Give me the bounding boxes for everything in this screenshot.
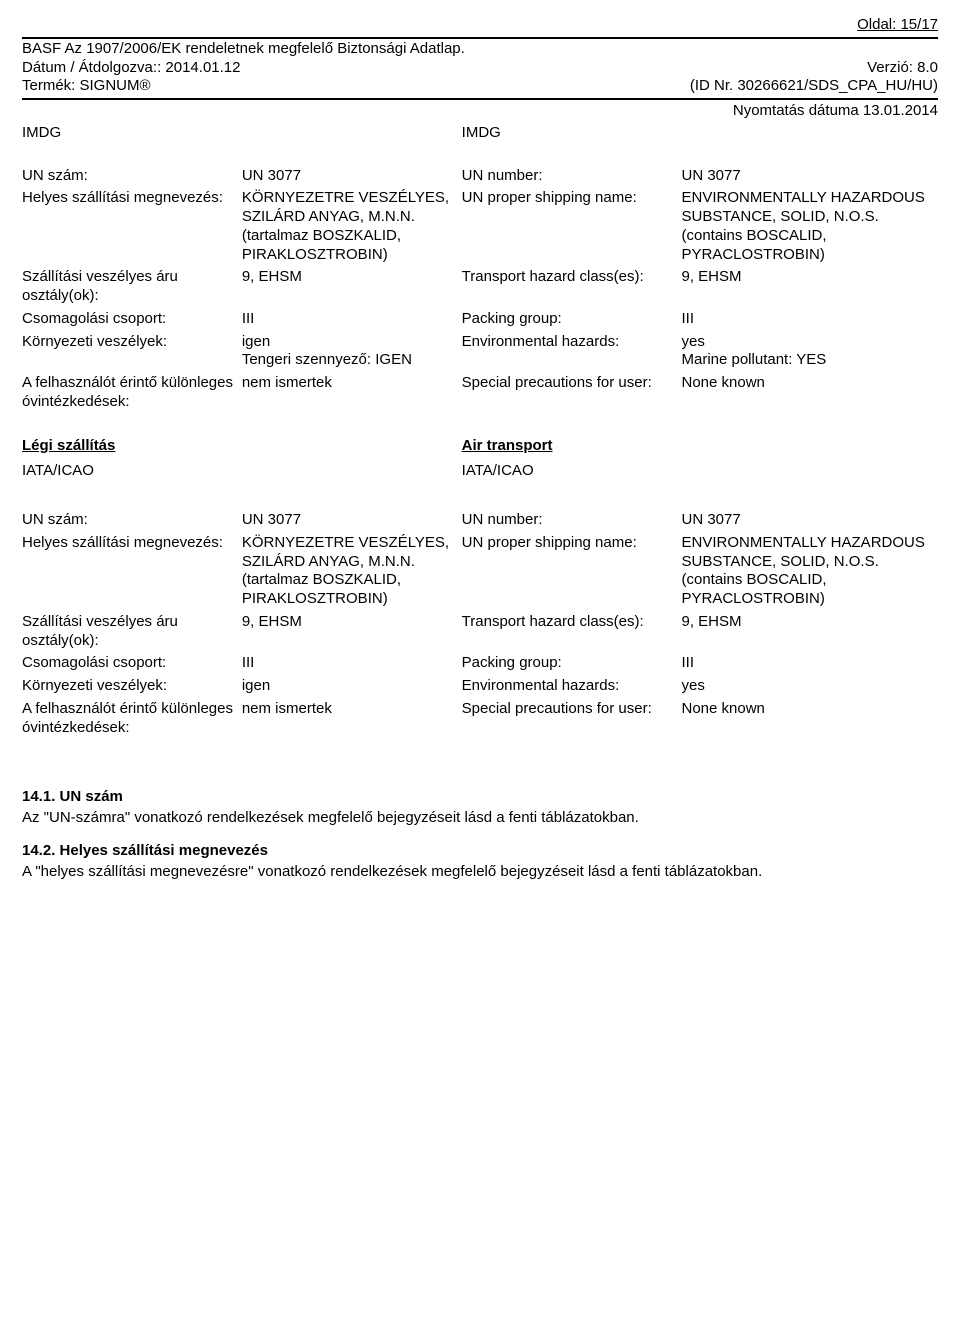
header-id: (ID Nr. 30266621/SDS_CPA_HU/HU): [690, 77, 938, 96]
section-14-1-text: Az "UN-számra" vonatkozó rendelkezések m…: [22, 809, 938, 828]
value-en: None known: [681, 699, 937, 739]
value: 9, EHSM: [242, 612, 462, 652]
section-14-2-text: A "helyes szállítási megnevezésre" vonat…: [22, 863, 938, 882]
label: Helyes szállítási megnevezés:: [22, 188, 242, 265]
label-en: Special precautions for user:: [462, 373, 682, 413]
air-heading-left: Légi szállítás: [22, 437, 462, 456]
value-en: UN 3077: [681, 166, 937, 187]
value: III: [242, 653, 462, 674]
value: nem ismertek: [242, 373, 462, 413]
spacer: [242, 461, 462, 482]
value-en: yes: [681, 676, 937, 697]
label-en: Transport hazard class(es):: [462, 267, 682, 307]
label: Csomagolási csoport:: [22, 309, 242, 330]
value: UN 3077: [242, 510, 462, 531]
header-date: Dátum / Átdolgozva:: 2014.01.12: [22, 59, 240, 78]
value: igen Tengeri szennyező: IGEN: [242, 332, 462, 372]
label: A felhasználót érintő különleges óvintéz…: [22, 699, 242, 739]
value-en: III: [681, 309, 937, 330]
label-en: Environmental hazards:: [462, 676, 682, 697]
header-title: BASF Az 1907/2006/EK rendeletnek megfele…: [22, 40, 938, 59]
label: Szállítási veszélyes áru osztály(ok):: [22, 612, 242, 652]
value-en: None known: [681, 373, 937, 413]
value-en: yes Marine pollutant: YES: [681, 332, 937, 372]
value-en: ENVIRONMENTALLY HAZARDOUS SUBSTANCE, SOL…: [681, 533, 937, 610]
label-en: Packing group:: [462, 653, 682, 674]
imdg-row-un: UN szám: UN 3077 UN number: UN 3077: [22, 166, 938, 187]
iata-row-un: UN szám: UN 3077 UN number: UN 3077: [22, 510, 938, 531]
spacer: [681, 461, 937, 482]
section-14-1-title: 14.1. UN szám: [22, 788, 938, 807]
section-14-2-title: 14.2. Helyes szállítási megnevezés: [22, 842, 938, 861]
iata-label-left: IATA/ICAO: [22, 461, 242, 482]
label-en: UN number:: [462, 166, 682, 187]
page-number: Oldal: 15/17: [22, 16, 938, 35]
print-date: Nyomtatás dátuma 13.01.2014: [22, 102, 938, 121]
label-en: Packing group:: [462, 309, 682, 330]
air-heading-right: Air transport: [462, 437, 938, 456]
header-product: Termék: SIGNUM®: [22, 77, 151, 96]
label: Helyes szállítási megnevezés:: [22, 533, 242, 610]
label: UN szám:: [22, 510, 242, 531]
value-en: ENVIRONMENTALLY HAZARDOUS SUBSTANCE, SOL…: [681, 188, 937, 265]
label: Csomagolási csoport:: [22, 653, 242, 674]
label-en: Special precautions for user:: [462, 699, 682, 739]
label: A felhasználót érintő különleges óvintéz…: [22, 373, 242, 413]
value: KÖRNYEZETRE VESZÉLYES, SZILÁRD ANYAG, M.…: [242, 188, 462, 265]
label: Környezeti veszélyek:: [22, 332, 242, 372]
iata-row-precautions: A felhasználót érintő különleges óvintéz…: [22, 699, 938, 739]
iata-row-env: Környezeti veszélyek: igen Environmental…: [22, 676, 938, 697]
label: UN szám:: [22, 166, 242, 187]
value: UN 3077: [242, 166, 462, 187]
spacer: [242, 123, 462, 144]
value: 9, EHSM: [242, 267, 462, 307]
value: nem ismertek: [242, 699, 462, 739]
iata-row-name: Helyes szállítási megnevezés: KÖRNYEZETR…: [22, 533, 938, 610]
imdg-row-env: Környezeti veszélyek: igen Tengeri szenn…: [22, 332, 938, 372]
iata-label-right: IATA/ICAO: [462, 461, 682, 482]
label-en: UN number:: [462, 510, 682, 531]
label: Környezeti veszélyek:: [22, 676, 242, 697]
header-version: Verzió: 8.0: [867, 59, 938, 78]
imdg-row-packing: Csomagolási csoport: III Packing group: …: [22, 309, 938, 330]
label-en: Environmental hazards:: [462, 332, 682, 372]
value-en: III: [681, 653, 937, 674]
iata-row-class: Szállítási veszélyes áru osztály(ok): 9,…: [22, 612, 938, 652]
label-en: Transport hazard class(es):: [462, 612, 682, 652]
document-header: BASF Az 1907/2006/EK rendeletnek megfele…: [22, 37, 938, 100]
value: KÖRNYEZETRE VESZÉLYES, SZILÁRD ANYAG, M.…: [242, 533, 462, 610]
imdg-label-right: IMDG: [462, 123, 682, 144]
imdg-row-precautions: A felhasználót érintő különleges óvintéz…: [22, 373, 938, 413]
imdg-row-name: Helyes szállítási megnevezés: KÖRNYEZETR…: [22, 188, 938, 265]
label: Szállítási veszélyes áru osztály(ok):: [22, 267, 242, 307]
label-en: UN proper shipping name:: [462, 533, 682, 610]
value: III: [242, 309, 462, 330]
value-en: UN 3077: [681, 510, 937, 531]
label-en: UN proper shipping name:: [462, 188, 682, 265]
imdg-label-left: IMDG: [22, 123, 242, 144]
value: igen: [242, 676, 462, 697]
value-en: 9, EHSM: [681, 612, 937, 652]
iata-row-packing: Csomagolási csoport: III Packing group: …: [22, 653, 938, 674]
value-en: 9, EHSM: [681, 267, 937, 307]
imdg-row-class: Szállítási veszélyes áru osztály(ok): 9,…: [22, 267, 938, 307]
spacer: [681, 123, 937, 144]
